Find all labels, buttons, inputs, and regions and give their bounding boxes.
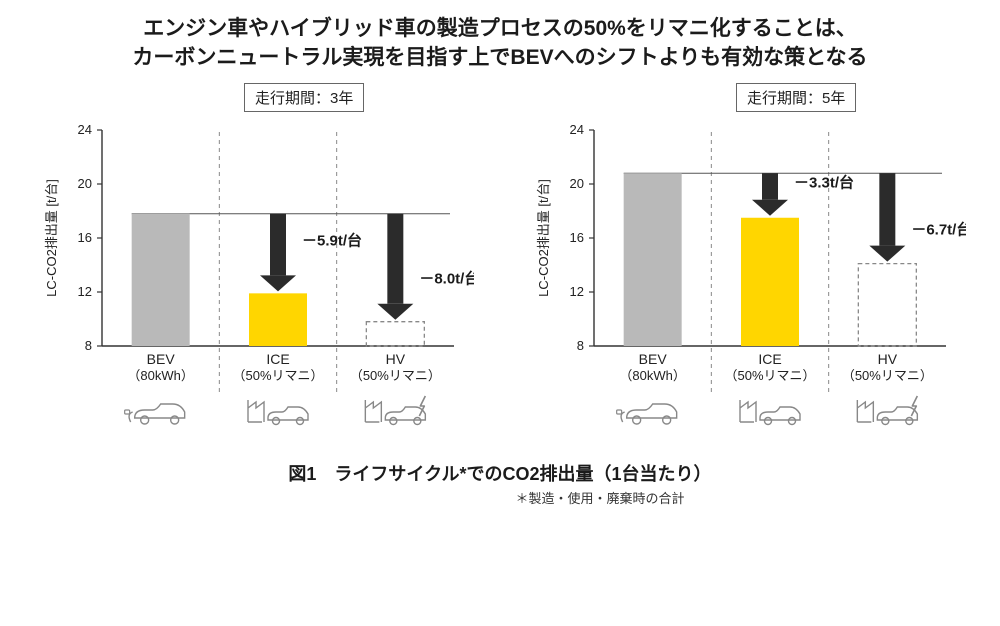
panel-5yr: 走行期間：5年 8 12 16 20 24 LC-CO2排出量 [t/台] BEV（80kW… [526, 83, 966, 458]
cat-label-HV-1: HV [386, 351, 406, 367]
y-tick-label: 8 [577, 338, 584, 353]
y-tick-label: 20 [570, 176, 584, 191]
factory-car-icon [740, 400, 800, 425]
y-tick-label: 16 [78, 230, 92, 245]
ev-car-icon [617, 404, 677, 424]
cat-label-HV-2: （50%リマニ） [350, 368, 441, 383]
bar-BEV [624, 173, 682, 346]
chart-5yr: 8 12 16 20 24 LC-CO2排出量 [t/台] BEV（80kWh） －3.3t/… [526, 118, 966, 458]
y-tick-label: 12 [570, 284, 584, 299]
ev-car-icon [125, 404, 185, 424]
charts-row: 走行期間：3年 812162024LC-CO2排出量 [t/台]BEV（80kW… [0, 73, 1000, 458]
delta-label-HV: －6.7t/台 [911, 220, 966, 238]
bar-ICE [249, 293, 307, 346]
cat-label-BEV-1: BEV [639, 351, 668, 367]
figure-caption: 図1 ライフサイクル*でのCO2排出量（1台当たり） [0, 460, 1000, 486]
delta-label-HV: －8.0t/台 [419, 269, 474, 287]
y-tick-label: 20 [78, 176, 92, 191]
chart-3yr: 8 12 16 20 24 LC-CO2排出量 [t/台] BEV（80kWh） －5.9t/… [34, 118, 474, 458]
cat-label-ICE-2: （50%リマニ） [232, 368, 323, 383]
bar-ICE [741, 218, 799, 346]
factory-car-bolt-icon [365, 396, 425, 425]
cat-label-BEV-2: （80kWh） [127, 368, 193, 383]
cat-label-BEV-2: （80kWh） [619, 368, 685, 383]
bar-BEV [132, 213, 190, 345]
title-line-1: エンジン車やハイブリッド車の製造プロセスの50%をリマニ化することは、 [0, 14, 1000, 43]
y-tick-label: 12 [78, 284, 92, 299]
page-title: エンジン車やハイブリッド車の製造プロセスの50%をリマニ化することは、 カーボン… [0, 0, 1000, 73]
y-axis-label: LC-CO2排出量 [t/台] [536, 179, 551, 297]
factory-car-icon [248, 400, 308, 425]
cat-label-HV-1: HV [878, 351, 898, 367]
y-tick-label: 8 [85, 338, 92, 353]
panel-3yr: 走行期間：3年 8 12 16 20 24 LC-CO2排出量 [t/台] BEV（80kW… [34, 83, 474, 458]
bar-HV [366, 321, 424, 345]
y-axis-label: LC-CO2排出量 [t/台] [44, 179, 59, 297]
cat-label-ICE-2: （50%リマニ） [724, 368, 815, 383]
figure-footnote: ＊製造・使用・廃棄時の合計 [0, 488, 1000, 507]
cat-label-HV-2: （50%リマニ） [842, 368, 933, 383]
y-tick-label: 24 [78, 122, 92, 137]
factory-car-bolt-icon [857, 396, 917, 425]
delta-label-ICE: －5.9t/台 [302, 231, 362, 249]
cat-label-ICE-1: ICE [758, 351, 781, 367]
period-badge-3yr: 走行期間：3年 [244, 83, 364, 112]
cat-label-ICE-1: ICE [266, 351, 289, 367]
period-badge-5yr: 走行期間：5年 [736, 83, 856, 112]
cat-label-BEV-1: BEV [147, 351, 176, 367]
title-line-2: カーボンニュートラル実現を目指す上でBEVへのシフトよりも有効な策となる [0, 43, 1000, 72]
delta-label-ICE: －3.3t/台 [794, 173, 854, 191]
bar-HV [858, 263, 916, 345]
y-tick-label: 24 [570, 122, 584, 137]
y-tick-label: 16 [570, 230, 584, 245]
